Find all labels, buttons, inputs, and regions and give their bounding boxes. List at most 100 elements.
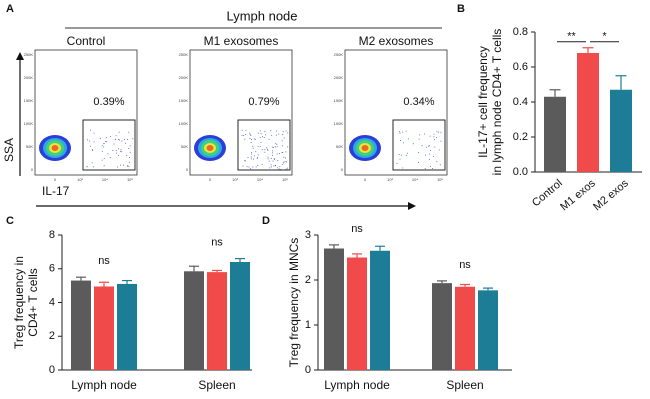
y-tick-label: 8: [49, 229, 55, 241]
event-dot: [246, 166, 248, 168]
event-dot: [274, 159, 276, 161]
event-dot: [281, 134, 283, 136]
event-dot: [287, 132, 289, 134]
event-dot: [257, 154, 259, 156]
event-dot: [276, 130, 278, 132]
event-dot: [259, 130, 261, 132]
event-dot: [402, 167, 404, 169]
event-dot: [120, 149, 122, 151]
event-dot: [86, 139, 88, 141]
flow-y-tick: 0: [186, 167, 189, 172]
event-dot: [113, 143, 115, 145]
event-dot: [244, 160, 246, 162]
event-dot: [128, 131, 130, 133]
event-dot: [282, 145, 284, 147]
event-dot: [106, 141, 108, 143]
event-dot: [428, 158, 430, 160]
y-tick-label: 2: [305, 274, 311, 286]
event-dot: [115, 150, 117, 152]
event-dot: [429, 149, 431, 151]
event-dot: [255, 166, 257, 168]
event-dot: [283, 161, 285, 163]
event-dot: [259, 146, 261, 148]
event-dot: [277, 160, 279, 162]
event-dot: [408, 138, 410, 140]
event-dot: [281, 152, 283, 154]
x-axis-label: IL-17: [42, 184, 70, 198]
event-dot: [99, 137, 101, 139]
event-dot: [282, 130, 284, 132]
significance-label: **: [567, 31, 576, 43]
flow-y-tick: 100K: [24, 121, 34, 126]
event-dot: [272, 154, 274, 156]
event-dot: [242, 165, 244, 167]
event-dot: [276, 134, 278, 136]
plot-label: M2 exosomes: [359, 34, 434, 48]
event-dot: [276, 167, 278, 169]
y-tick-label: 2: [49, 330, 55, 342]
event-dot: [251, 152, 253, 154]
y-tick-label: 1: [305, 319, 311, 331]
event-dot: [433, 136, 435, 138]
event-dot: [245, 129, 247, 131]
event-dot: [271, 152, 273, 154]
panel-letter: C: [6, 215, 14, 227]
event-dot: [103, 165, 105, 167]
y-tick-label: 4: [49, 296, 55, 308]
annotation: ns: [351, 223, 363, 235]
gate: [82, 119, 136, 171]
event-dot: [252, 145, 254, 147]
event-dot: [423, 133, 425, 135]
y-tick-label: 3: [305, 229, 311, 241]
event-dot: [429, 135, 431, 137]
plot-frame: [189, 49, 293, 176]
flow-x-tick: 10³: [387, 177, 393, 182]
bar: [347, 257, 367, 370]
event-dot: [287, 146, 289, 148]
event-dot: [241, 134, 243, 136]
plot-label: M1 exosomes: [204, 34, 279, 48]
event-dot: [254, 155, 256, 157]
event-dot: [245, 133, 247, 135]
event-dot: [273, 165, 275, 167]
bar: [117, 283, 137, 370]
x-arrowhead: [408, 202, 416, 210]
event-dot: [261, 163, 263, 165]
flow-x-tick: 10⁴: [412, 177, 418, 182]
plot-frame: [344, 49, 448, 176]
flow-x-tick: 10⁴: [257, 177, 263, 182]
bar: [94, 286, 114, 370]
event-dot: [396, 162, 398, 164]
y-axis-label: in lymph node CD4+ T cells: [490, 29, 504, 176]
event-dot: [101, 150, 103, 152]
event-dot: [270, 130, 272, 132]
flow-y-tick: 200K: [179, 75, 189, 80]
event-dot: [129, 151, 131, 153]
flow-x-tick: 0: [209, 177, 212, 182]
event-dot: [269, 167, 271, 169]
event-dot: [429, 153, 431, 155]
event-dot: [250, 156, 252, 158]
event-dot: [256, 158, 258, 160]
flow-x-tick: 10⁴: [102, 177, 108, 182]
event-dot: [253, 138, 255, 140]
x-tick-label: Spleen: [446, 378, 483, 392]
event-dot: [424, 168, 426, 170]
event-dot: [251, 139, 253, 141]
flow-x-tick: 10⁵: [437, 177, 443, 182]
event-dot: [425, 154, 427, 156]
event-dot: [403, 142, 405, 144]
event-dot: [418, 151, 420, 153]
event-dot: [244, 138, 246, 140]
event-dot: [267, 158, 269, 160]
event-dot: [271, 150, 273, 152]
event-dot: [260, 142, 262, 144]
panel-letter: D: [262, 215, 270, 227]
bar: [71, 280, 91, 370]
y-tick-label: 6: [49, 263, 55, 275]
event-dot: [252, 147, 254, 149]
bar: [207, 272, 227, 370]
event-dot: [264, 151, 266, 153]
event-dot: [250, 158, 252, 160]
panel-title: Lymph node: [226, 8, 297, 23]
